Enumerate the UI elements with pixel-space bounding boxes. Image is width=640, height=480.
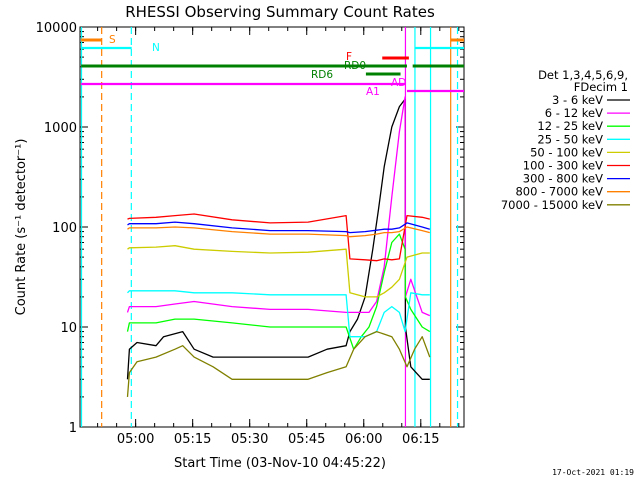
- footer-timestamp: 17-Oct-2021 01:19: [552, 468, 634, 477]
- legend-label: 6 - 12 keV: [545, 106, 603, 120]
- series-6-line: [127, 221, 430, 234]
- ad-label: AD: [391, 77, 406, 89]
- x-axis-label: Start Time (03-Nov-10 04:45:22): [174, 456, 386, 471]
- y-tick-label: 100: [52, 221, 77, 236]
- series-8-line: [126, 330, 431, 397]
- axis-ticks: 1 10 100 1000 10000 05:00 05:15 05:30 05:45 06:00…: [36, 21, 464, 447]
- series-7-line: [127, 226, 430, 238]
- saa-label: S: [109, 34, 116, 46]
- flare-flag-label: F: [346, 51, 352, 63]
- x-tick-label: 06:15: [402, 432, 439, 447]
- x-tick-label: 05:45: [288, 432, 325, 447]
- series-1-line: [126, 96, 431, 317]
- x-tick-label: 05:15: [174, 432, 211, 447]
- legend-label: 25 - 50 keV: [537, 132, 603, 146]
- rd6-label: RD6: [311, 69, 333, 81]
- legend-label: 300 - 800 keV: [523, 172, 603, 186]
- x-tick-label: 06:00: [345, 432, 382, 447]
- chart-title: RHESSI Observing Summary Count Rates: [125, 3, 435, 21]
- legend-label: 800 - 7000 keV: [515, 185, 603, 199]
- legend-header-line-2: FDecim 1: [574, 80, 628, 94]
- series-4-line: [127, 245, 430, 298]
- x-tick-label: 05:30: [231, 432, 268, 447]
- legend-label: 3 - 6 keV: [552, 93, 603, 107]
- series-5-line: [127, 213, 430, 262]
- y-tick-label: 1000: [44, 121, 77, 136]
- night-label: N: [152, 42, 160, 54]
- x-tick-label: 05:00: [117, 432, 154, 447]
- y-tick-label: 10000: [36, 21, 77, 36]
- legend-label: 50 - 100 keV: [530, 145, 603, 159]
- y-tick-label: 1: [69, 421, 77, 436]
- series-0-line: [126, 98, 430, 380]
- series-2-line: [126, 233, 431, 350]
- legend-label: 100 - 300 keV: [523, 159, 603, 173]
- y-axis-label: Count Rate (s⁻¹ detector⁻¹): [14, 139, 29, 316]
- data-series: [126, 96, 431, 397]
- y-tick-label: 10: [60, 321, 77, 336]
- rd0-label: RD0: [344, 60, 366, 72]
- legend-label: 12 - 25 keV: [537, 119, 603, 133]
- legend-header-line-1: Det 1,3,4,5,6,9,: [538, 68, 628, 82]
- legend-label: 7000 - 15000 keV: [501, 198, 603, 212]
- a1-label: A1: [366, 86, 380, 98]
- series-3-line: [127, 290, 430, 338]
